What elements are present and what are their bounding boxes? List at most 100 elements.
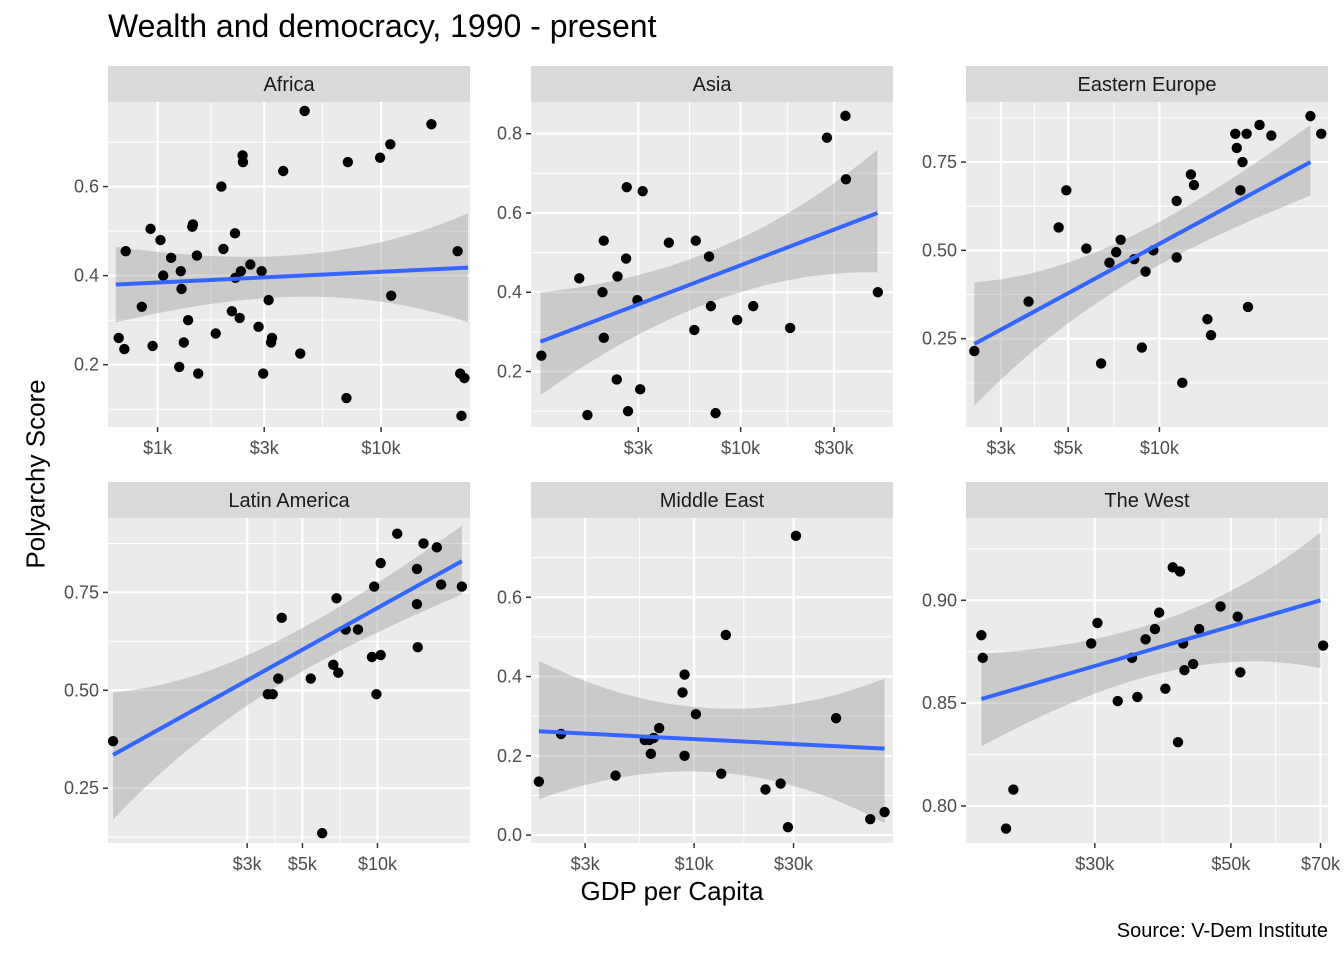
data-point <box>431 542 443 553</box>
data-point <box>452 245 463 257</box>
data-point <box>316 828 328 839</box>
facet-strip-label: The West <box>1104 490 1190 512</box>
data-point <box>1202 314 1213 325</box>
data-point <box>267 689 278 700</box>
panel-background <box>531 102 893 427</box>
facet-panel: Africa 0.2 0.4 0.6 $1k $3k $10k <box>74 66 470 458</box>
data-point <box>263 294 274 306</box>
x-tick-label: $30k <box>815 438 855 458</box>
data-point <box>620 253 632 264</box>
y-tick-label: 0.25 <box>64 778 99 798</box>
data-point <box>1179 665 1190 676</box>
data-point <box>165 252 177 264</box>
data-point <box>784 322 796 334</box>
y-tick-label: 0.2 <box>497 746 522 766</box>
data-point <box>977 652 988 664</box>
data-point <box>456 581 468 592</box>
data-point <box>710 407 721 419</box>
y-tick-label: 0.8 <box>497 124 522 144</box>
data-point <box>574 273 585 284</box>
data-point <box>637 185 648 197</box>
data-point <box>1215 601 1226 612</box>
facet-strip-label: Eastern Europe <box>1078 74 1217 96</box>
data-point <box>1171 195 1182 207</box>
data-point <box>598 235 609 246</box>
y-tick-label: 0.6 <box>497 203 522 223</box>
y-tick-label: 0.2 <box>74 355 99 375</box>
data-point <box>879 806 890 818</box>
data-point <box>278 165 289 177</box>
x-tick-label: $10k <box>362 438 402 458</box>
trend-line <box>980 598 1322 701</box>
data-point <box>459 372 470 384</box>
data-point <box>235 265 247 277</box>
x-tick-label: $10k <box>358 854 398 874</box>
facet-strip <box>966 482 1328 518</box>
data-point <box>610 770 621 781</box>
data-point <box>411 563 423 575</box>
facet-strip-label: Africa <box>263 74 315 96</box>
facet-panel: Asia 0.2 0.4 0.6 0.8 $3k $10k $30k <box>497 66 893 458</box>
data-point <box>256 265 267 277</box>
data-point <box>1194 623 1205 635</box>
confidence-band <box>113 525 462 820</box>
confidence-band <box>974 125 1311 406</box>
data-point <box>611 374 622 385</box>
data-point <box>1235 185 1246 196</box>
data-point <box>679 750 690 762</box>
data-point <box>456 410 467 422</box>
y-axis-label: Polyarchy Score <box>20 379 51 569</box>
data-point <box>677 687 688 698</box>
data-point <box>748 300 759 312</box>
x-tick-label: $50k <box>1211 854 1251 874</box>
data-point <box>1305 110 1316 122</box>
data-point <box>342 156 354 168</box>
y-tick-label: 0.25 <box>922 329 957 349</box>
x-tick-label: $10k <box>675 854 715 874</box>
facet-panel: Latin America 0.25 0.50 0.75 $3k $5k $10k <box>64 482 470 874</box>
data-point <box>663 237 675 248</box>
data-point <box>331 593 342 604</box>
x-tick-label: $3k <box>233 854 263 874</box>
data-point <box>295 348 306 359</box>
data-point <box>1086 638 1097 649</box>
data-point <box>258 368 269 379</box>
data-point <box>374 152 386 163</box>
data-point <box>136 301 148 312</box>
data-point <box>1171 252 1182 263</box>
y-tick-label: 0.0 <box>497 825 522 845</box>
data-point <box>176 283 187 295</box>
data-point <box>385 290 397 301</box>
data-point <box>1008 784 1019 795</box>
data-point <box>1023 296 1034 307</box>
data-point <box>226 306 238 317</box>
data-point <box>582 409 593 421</box>
data-point <box>760 784 771 795</box>
data-point <box>1174 566 1186 577</box>
data-point <box>1188 179 1200 191</box>
data-point <box>368 581 380 592</box>
data-point <box>872 287 884 298</box>
data-point <box>830 712 842 724</box>
data-point <box>969 345 980 357</box>
x-tick-label: $30k <box>1075 854 1115 874</box>
data-point <box>1177 377 1188 389</box>
trend-line <box>112 559 463 757</box>
data-point <box>1053 222 1064 233</box>
facet-strip <box>108 482 470 518</box>
x-tick-label: $5k <box>1054 438 1084 458</box>
data-point <box>1235 667 1246 678</box>
data-point <box>720 629 732 641</box>
data-point <box>703 251 715 262</box>
trend-line <box>538 729 885 751</box>
data-point <box>328 659 339 671</box>
data-point <box>1061 185 1072 196</box>
data-point <box>412 642 423 653</box>
y-tick-label: 0.4 <box>497 667 522 687</box>
data-point <box>120 245 131 257</box>
data-point <box>352 624 364 635</box>
facet-panel: Eastern Europe 0.25 0.50 0.75 $3k $5k $10k <box>922 66 1328 458</box>
data-point <box>1317 640 1329 651</box>
data-point <box>1092 617 1103 629</box>
